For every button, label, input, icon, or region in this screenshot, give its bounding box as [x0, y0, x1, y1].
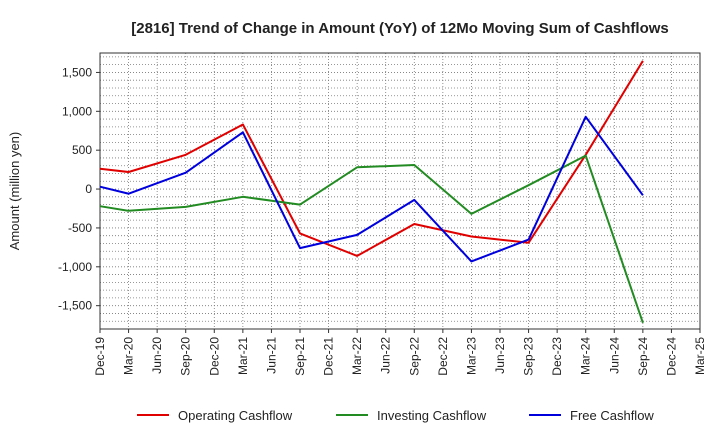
- y-tick-label: 1,500: [62, 65, 92, 79]
- x-tick-label: Sep-22: [407, 337, 421, 376]
- x-tick-label: Jun-21: [264, 337, 278, 374]
- x-tick-label: Mar-24: [579, 337, 593, 375]
- y-tick-label: -500: [68, 221, 92, 235]
- series-line-operating-cashflow: [99, 60, 644, 257]
- x-tick-labels: Dec-19 Mar-20 Jun-20 Sep-20 Dec-20 Mar-21 Jun-…: [93, 329, 707, 376]
- x-tick-label: Jun-23: [493, 337, 507, 374]
- series-layer: [99, 60, 644, 324]
- x-tick-label: Mar-21: [236, 337, 250, 375]
- legend-label: Investing Cashflow: [377, 408, 487, 423]
- y-tick-labels: 1,500 1,000 500 0 -500 -1,000 -1,500: [58, 65, 100, 313]
- x-tick-label: Jun-22: [379, 337, 393, 374]
- legend-label: Operating Cashflow: [178, 408, 293, 423]
- series-line-free-cashflow: [99, 115, 644, 263]
- y-tick-label: -1,500: [58, 299, 92, 313]
- x-tick-label: Sep-21: [293, 337, 307, 376]
- grid: [99, 53, 701, 330]
- y-tick-label: 1,000: [62, 104, 92, 118]
- chart-title: [2816] Trend of Change in Amount (YoY) o…: [131, 20, 669, 37]
- x-tick-label: Mar-20: [122, 337, 136, 375]
- legend-label: Free Cashflow: [570, 408, 654, 423]
- x-tick-label: Sep-20: [179, 337, 193, 376]
- x-tick-label: Mar-25: [693, 337, 707, 375]
- x-tick-label: Dec-24: [664, 337, 678, 376]
- x-tick-label: Dec-20: [207, 337, 221, 376]
- series-line-investing-cashflow: [99, 154, 644, 324]
- x-tick-label: Dec-19: [93, 337, 107, 376]
- y-axis-label: Amount (million yen): [7, 132, 22, 251]
- x-tick-label: Dec-23: [550, 337, 564, 376]
- x-tick-label: Dec-22: [436, 337, 450, 376]
- x-tick-label: Dec-21: [322, 337, 336, 376]
- x-tick-label: Mar-22: [350, 337, 364, 375]
- x-tick-label: Mar-23: [464, 337, 478, 375]
- x-tick-label: Jun-20: [150, 337, 164, 374]
- plot-area: [99, 52, 701, 330]
- legend: Operating Cashflow Investing Cashflow Free…: [137, 408, 654, 423]
- y-tick-label: 0: [85, 182, 92, 196]
- y-tick-label: -1,000: [58, 260, 92, 274]
- x-tick-label: Jun-24: [607, 337, 621, 374]
- y-tick-label: 500: [72, 143, 92, 157]
- x-tick-label: Sep-24: [636, 337, 650, 376]
- x-tick-label: Sep-23: [522, 337, 536, 376]
